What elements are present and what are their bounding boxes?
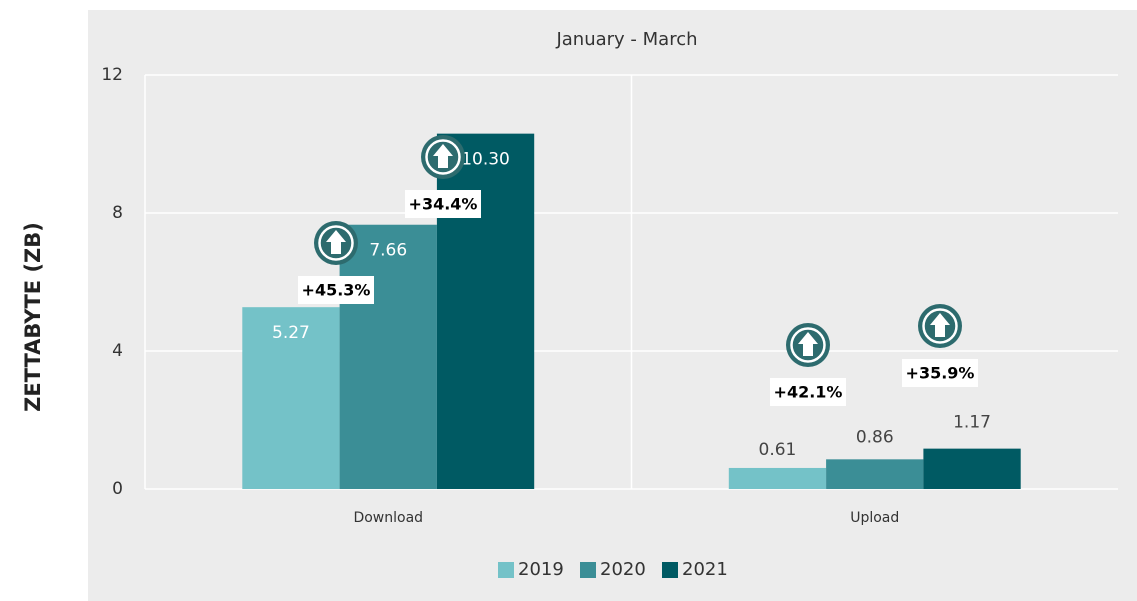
growth-icon bbox=[918, 304, 962, 348]
panel bbox=[88, 10, 1137, 601]
value-label: 0.61 bbox=[759, 440, 797, 460]
legend-swatch bbox=[662, 562, 678, 578]
growth-icon bbox=[786, 323, 830, 367]
annotation: +34.4% bbox=[409, 195, 478, 214]
annotation: +45.3% bbox=[302, 281, 371, 300]
value-label: 10.30 bbox=[461, 150, 510, 170]
legend-swatch bbox=[580, 562, 596, 578]
up-arrow bbox=[930, 313, 950, 337]
x-tick-label: Download bbox=[353, 510, 423, 526]
y-tick-label: 4 bbox=[112, 341, 123, 361]
x-tick-label: Upload bbox=[850, 510, 899, 526]
value-label: 7.66 bbox=[369, 241, 407, 261]
annotation-box bbox=[770, 378, 846, 406]
annotation: +42.1% bbox=[774, 383, 843, 402]
bar bbox=[242, 307, 340, 489]
growth-icon bbox=[421, 135, 465, 179]
legend-swatch bbox=[498, 562, 514, 578]
bar bbox=[436, 133, 535, 489]
value-label: 1.17 bbox=[953, 413, 991, 433]
up-arrow bbox=[433, 144, 453, 168]
bar bbox=[826, 459, 924, 489]
legend-label: 2021 bbox=[682, 559, 728, 580]
annotation: +35.9% bbox=[906, 364, 975, 383]
up-arrow bbox=[798, 332, 818, 356]
annotation-box bbox=[405, 190, 481, 218]
y-tick-label: 12 bbox=[101, 65, 123, 85]
legend-label: 2019 bbox=[518, 559, 564, 580]
up-arrow bbox=[326, 230, 346, 254]
bar bbox=[923, 448, 1021, 489]
y-tick-label: 8 bbox=[112, 203, 123, 223]
annotation-box bbox=[298, 276, 374, 304]
bar bbox=[339, 224, 437, 490]
annotation-box bbox=[902, 359, 978, 387]
growth-icon bbox=[314, 221, 358, 265]
y-axis-label: ZETTABYTE (ZB) bbox=[21, 222, 45, 412]
chart-title: January - March bbox=[555, 29, 697, 50]
y-tick-label: 0 bbox=[112, 479, 123, 499]
bar bbox=[728, 467, 827, 489]
value-label: 0.86 bbox=[856, 427, 894, 447]
value-label: 5.27 bbox=[272, 323, 310, 343]
legend-label: 2020 bbox=[600, 559, 646, 580]
